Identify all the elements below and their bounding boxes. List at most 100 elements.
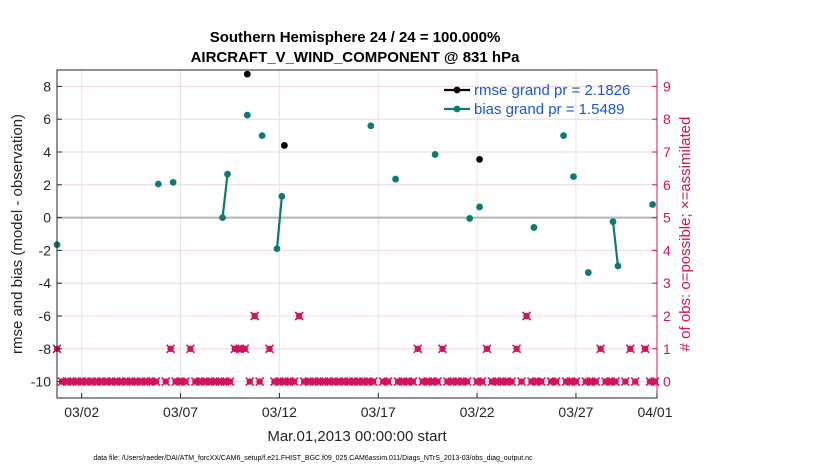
y-tick-label-right: 3 — [663, 275, 671, 291]
bias-point — [219, 214, 226, 222]
y-tick-label-left: 2 — [43, 177, 51, 193]
bias-line — [275, 196, 283, 249]
obs-assimilated-point — [250, 311, 260, 321]
obs-assimilated-point — [625, 344, 635, 354]
bias-line — [611, 221, 620, 267]
plot-area — [57, 70, 657, 398]
x-tick-label: 04/01 — [637, 404, 672, 420]
bias-point — [649, 201, 656, 208]
obs-assimilated-point — [383, 377, 393, 387]
obs-assimilated-point — [161, 377, 171, 387]
axis-layer: -10 -8 -6 -4 -2 0 2 4 6 8 0 1 2 3 4 5 6 7 8 9 03/02 03/07 03/1… — [31, 70, 673, 420]
obs-assimilated-point — [368, 377, 378, 387]
x-tick-label: 03/22 — [460, 404, 495, 420]
obs-assimilated-point — [640, 344, 650, 354]
obs-assimilated-point — [180, 377, 191, 387]
y-tick-label-right: 2 — [663, 308, 671, 324]
bias-point — [169, 178, 177, 186]
legend: rmse grand pr = 2.1826 bias grand pr = 1… — [444, 82, 630, 118]
data-file-footnote: data file: /Users/raeder/DAI/ATM_forcXX/… — [93, 455, 533, 462]
obs-assimilated-point — [630, 377, 640, 387]
series-layer — [52, 70, 660, 387]
obs-assimilated-point — [225, 377, 235, 387]
x-tick-label: 03/02 — [64, 404, 99, 420]
legend-marker-bias — [453, 105, 461, 113]
x-axis-label: Mar.01,2013 00:00:00 start — [267, 428, 447, 445]
y-tick-label-left: -10 — [31, 374, 51, 390]
y-tick-label-left: 8 — [43, 78, 51, 94]
obs-assimilated-point — [512, 344, 522, 354]
y-tick-label-left: 6 — [43, 111, 51, 127]
obs-assimilated-point — [482, 344, 492, 354]
bias-point — [570, 173, 577, 181]
bias-point — [614, 262, 622, 270]
bias-point — [278, 192, 286, 200]
obs-assimilated-point — [536, 377, 546, 387]
obs-assimilated-point — [507, 377, 517, 387]
bias-point — [258, 132, 266, 140]
bias-point — [367, 122, 375, 130]
y-tick-label-right: 0 — [663, 374, 671, 390]
y-tick-label-left: -6 — [39, 308, 52, 324]
y-tick-label-left: -8 — [39, 341, 52, 357]
y-tick-label-left: 0 — [43, 210, 51, 226]
bias-point — [243, 111, 251, 119]
obs-assimilated-point — [166, 344, 176, 354]
obs-assimilated-point — [517, 377, 527, 387]
obs-assimilated-point — [294, 311, 304, 321]
x-tick-label: 03/27 — [558, 404, 593, 420]
obs-assimilated-point — [151, 377, 161, 387]
bias-point — [154, 180, 162, 188]
bias-line — [221, 174, 229, 218]
bias-point — [224, 170, 231, 178]
y-axis-label-left: rmse and bias (model - observation) — [9, 114, 26, 354]
obs-assimilated-point — [289, 377, 299, 387]
obs-assimilated-point — [240, 344, 250, 354]
rmse-point — [476, 155, 483, 163]
chart-title-line-1: Southern Hemisphere 24 / 24 = 100.000% — [210, 29, 501, 46]
bias-point — [530, 224, 538, 231]
obs-assimilated-point — [413, 344, 423, 354]
legend-label-bias: bias grand pr = 1.5489 — [474, 101, 625, 118]
obs-assimilated-point — [551, 377, 561, 387]
chart-title-line-2: AIRCRAFT_V_WIND_COMPONENT @ 831 hPa — [191, 49, 521, 66]
y-tick-label-right: 9 — [663, 78, 671, 94]
x-tick-label: 03/12 — [262, 404, 297, 420]
y-tick-label-left: 4 — [43, 144, 51, 160]
obs-assimilated-point — [185, 344, 196, 354]
bias-point — [392, 175, 399, 183]
obs-assimilated-point — [596, 344, 606, 354]
grid-layer — [57, 70, 657, 398]
y-tick-label-right: 1 — [663, 341, 671, 357]
x-tick-label: 03/07 — [163, 404, 198, 420]
y-tick-label-right: 4 — [663, 242, 671, 258]
y-tick-label-right: 6 — [663, 177, 671, 193]
rmse-point — [243, 70, 251, 78]
bias-point — [560, 132, 567, 140]
y-tick-label-right: 7 — [663, 144, 671, 160]
y-tick-label-right: 5 — [663, 210, 671, 226]
y-tick-label-right: 8 — [663, 111, 671, 127]
obs-assimilated-point — [571, 377, 581, 387]
x-tick-label: 03/17 — [361, 404, 396, 420]
obs-assimilated-point — [408, 377, 418, 387]
legend-marker-rmse — [453, 86, 461, 94]
obs-assimilated-point — [477, 377, 487, 387]
obs-assimilated-point — [432, 377, 443, 387]
obs-assimilated-point — [255, 377, 265, 387]
bias-point — [609, 218, 617, 226]
bias-point — [476, 203, 483, 211]
obs-assimilated-point — [521, 311, 532, 321]
obs-assimilated-point — [264, 344, 275, 354]
obs-assimilated-point — [591, 377, 601, 387]
bias-point — [584, 269, 592, 276]
bias-point — [466, 215, 474, 222]
obs-assimilated-point — [462, 377, 472, 387]
legend-label-rmse: rmse grand pr = 2.1826 — [474, 82, 630, 99]
y-tick-label-left: -2 — [39, 242, 52, 258]
bias-point — [273, 245, 281, 253]
obs-assimilated-point — [610, 377, 621, 387]
obs-assimilated-point — [245, 377, 255, 387]
y-axis-label-right: # of obs: o=possible; ×=assimilated — [677, 117, 694, 352]
